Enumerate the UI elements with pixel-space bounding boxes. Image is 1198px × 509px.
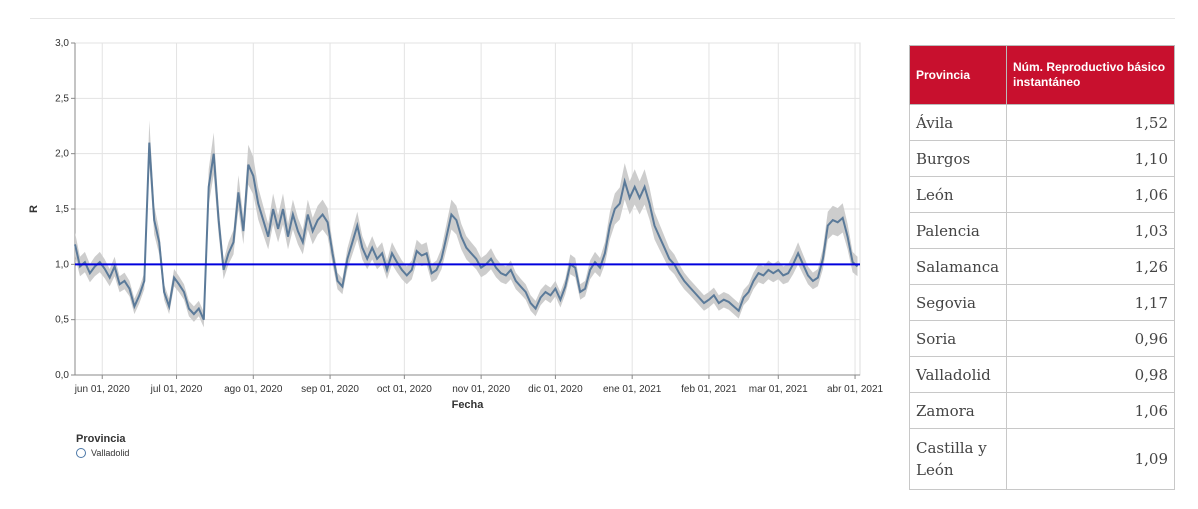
table-row: Segovia 1,17 (909, 284, 1175, 321)
province-cell: Salamanca (909, 248, 1007, 285)
x-tick-label: mar 01, 2021 (749, 384, 808, 395)
table-row: Soria 0,96 (909, 320, 1175, 357)
y-tick-label: 1,5 (55, 204, 69, 215)
value-cell: 1,52 (1006, 104, 1175, 141)
legend-item-valladolid[interactable]: Valladolid (76, 448, 129, 458)
value-cell: 1,17 (1006, 284, 1175, 321)
table-row: Valladolid 0,98 (909, 356, 1175, 393)
y-tick-label: 3,0 (55, 38, 69, 49)
value-cell: 1,06 (1006, 176, 1175, 213)
x-tick-label: nov 01, 2020 (452, 384, 510, 395)
province-cell: Soria (909, 320, 1007, 357)
value-cell: 0,96 (1006, 320, 1175, 357)
value-cell: 1,26 (1006, 248, 1175, 285)
x-tick-label: ago 01, 2020 (224, 384, 283, 395)
value-cell: 1,10 (1006, 140, 1175, 177)
legend-title: Provincia (76, 433, 126, 445)
table-row: Castilla y León 1,09 (909, 428, 1175, 490)
table-row: Burgos 1,10 (909, 140, 1175, 177)
table-row: Palencia 1,03 (909, 212, 1175, 249)
province-cell: Palencia (909, 212, 1007, 249)
x-tick-label: jul 01, 2020 (150, 384, 203, 395)
x-tick-label: dic 01, 2020 (528, 384, 583, 395)
top-divider (30, 18, 1175, 19)
x-tick-label: sep 01, 2020 (301, 384, 359, 395)
header-provincia: Provincia (909, 45, 1007, 105)
x-axis-title: Fecha (452, 399, 485, 411)
header-rt: Núm. Reproductivo básico instantáneo (1006, 45, 1175, 105)
legend-circle-icon (76, 448, 86, 458)
rt-table: Provincia Núm. Reproductivo básico insta… (909, 45, 1175, 490)
value-cell: 1,09 (1006, 428, 1175, 490)
province-cell: Segovia (909, 284, 1007, 321)
province-cell: Castilla y León (909, 428, 1007, 490)
legend-item-label: Valladolid (91, 448, 130, 458)
table-header-row: Provincia Núm. Reproductivo básico insta… (909, 45, 1175, 105)
x-tick-label: feb 01, 2021 (681, 384, 737, 395)
x-tick-label: ene 01, 2021 (603, 384, 662, 395)
table-row: Salamanca 1,26 (909, 248, 1175, 285)
y-tick-label: 0,0 (55, 370, 69, 381)
y-tick-label: 1,0 (55, 259, 69, 270)
table-row: León 1,06 (909, 176, 1175, 213)
province-cell: León (909, 176, 1007, 213)
value-cell: 0,98 (1006, 356, 1175, 393)
x-tick-label: oct 01, 2020 (377, 384, 432, 395)
y-tick-label: 2,0 (55, 149, 69, 160)
value-cell: 1,06 (1006, 392, 1175, 429)
province-cell: Valladolid (909, 356, 1007, 393)
x-tick-label: abr 01, 2021 (827, 384, 884, 395)
province-cell: Burgos (909, 140, 1007, 177)
legend: Provincia Valladolid (76, 433, 129, 458)
series-line-valladolid (74, 142, 859, 321)
y-tick-label: 2,5 (55, 93, 69, 104)
y-axis-title: R (28, 205, 40, 213)
province-cell: Ávila (909, 104, 1007, 141)
value-cell: 1,03 (1006, 212, 1175, 249)
province-cell: Zamora (909, 392, 1007, 429)
rt-line-chart: 0,0 0,5 1,0 1,5 2,0 2,5 3,0 jun 01, 2020 jul 01,… (28, 38, 884, 411)
x-tick-label: jun 01, 2020 (74, 384, 130, 395)
table-row: Zamora 1,06 (909, 392, 1175, 429)
y-tick-label: 0,5 (55, 315, 69, 326)
table-row: Ávila 1,52 (909, 104, 1175, 141)
